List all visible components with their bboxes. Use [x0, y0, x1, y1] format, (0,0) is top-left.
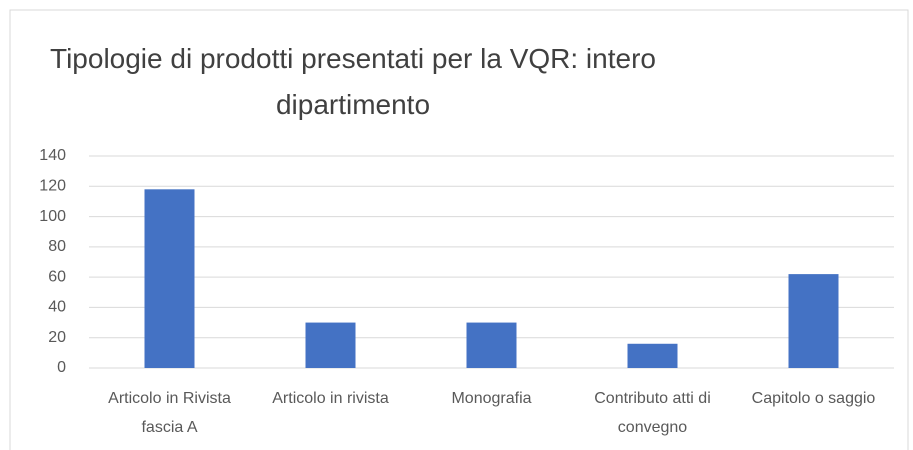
x-tick-label: Monografia [451, 390, 532, 407]
chart-border [9, 9, 909, 450]
bar [788, 274, 839, 368]
x-tick-label: Capitolo o saggio [751, 390, 876, 407]
y-tick-label: 20 [48, 329, 66, 346]
y-tick-label: 120 [39, 178, 66, 195]
bar [144, 189, 195, 368]
bar [627, 343, 678, 368]
x-tick-label: Contributo atti di convegno [594, 390, 711, 436]
y-tick-label: 40 [48, 299, 66, 316]
x-tick-label: Articolo in Rivista fascia A [108, 390, 231, 436]
bar [466, 322, 517, 368]
y-tick-label: 0 [57, 359, 66, 376]
y-tick-label: 80 [48, 238, 66, 255]
y-tick-label: 60 [48, 268, 66, 285]
y-tick-label: 100 [39, 208, 66, 225]
y-tick-label: 140 [39, 147, 66, 164]
x-tick-label: Articolo in rivista [272, 390, 389, 407]
chart-title: Tipologie di prodotti presentati per la … [50, 43, 656, 120]
bar [305, 322, 356, 368]
